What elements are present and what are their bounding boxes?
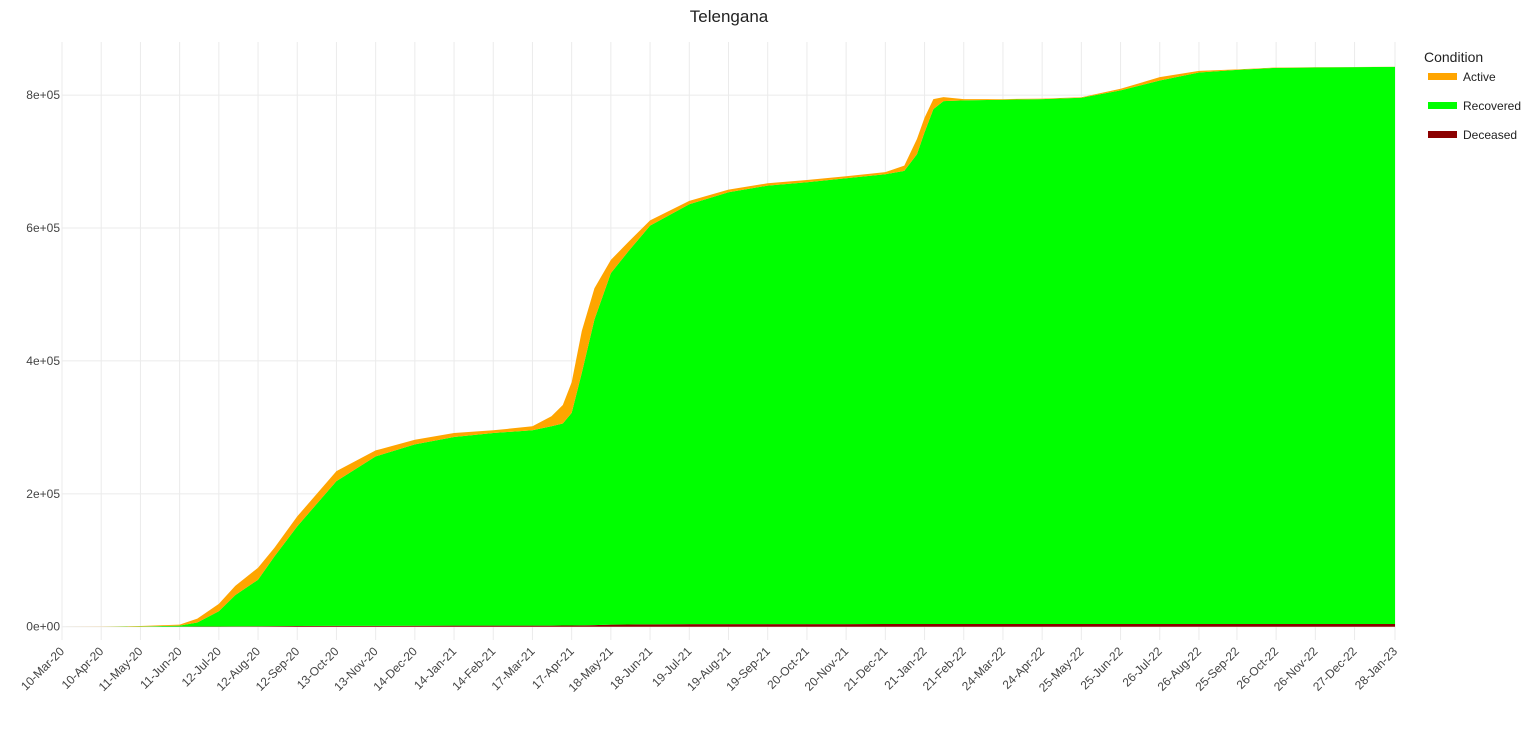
- y-tick-label: 4e+05: [26, 354, 60, 368]
- x-tick-label: 24-Mar-22: [959, 644, 1008, 693]
- area-deceased: [62, 623, 1395, 627]
- legend-swatch-recovered: [1428, 102, 1457, 109]
- y-tick-label: 2e+05: [26, 487, 60, 501]
- x-tick-label: 10-Mar-20: [18, 644, 67, 693]
- x-tick-label: 11-Jun-20: [137, 644, 185, 692]
- legend: Condition Active Recovered Deceased: [1424, 49, 1521, 142]
- legend-label-recovered: Recovered: [1463, 99, 1521, 113]
- data-areas: [62, 66, 1395, 627]
- chart-title: Telengana: [690, 7, 769, 26]
- x-axis: 10-Mar-2010-Apr-2011-May-2011-Jun-2012-J…: [18, 644, 1400, 695]
- legend-label-active: Active: [1463, 70, 1496, 84]
- y-tick-label: 0e+00: [26, 620, 60, 634]
- x-tick-label: 28-Jan-23: [1352, 644, 1400, 692]
- x-tick-label: 17-Mar-21: [489, 644, 538, 693]
- legend-title: Condition: [1424, 49, 1483, 65]
- y-tick-label: 8e+05: [26, 88, 60, 102]
- legend-swatch-active: [1428, 73, 1457, 80]
- y-axis: 0e+00 2e+05 4e+05 6e+05 8e+05: [26, 88, 60, 634]
- legend-label-deceased: Deceased: [1463, 128, 1517, 142]
- x-tick-label: 18-Jun-21: [607, 644, 655, 692]
- legend-swatch-deceased: [1428, 131, 1457, 138]
- x-tick-label: 25-Jun-22: [1078, 644, 1126, 692]
- y-tick-label: 6e+05: [26, 221, 60, 235]
- area-recovered: [62, 66, 1395, 627]
